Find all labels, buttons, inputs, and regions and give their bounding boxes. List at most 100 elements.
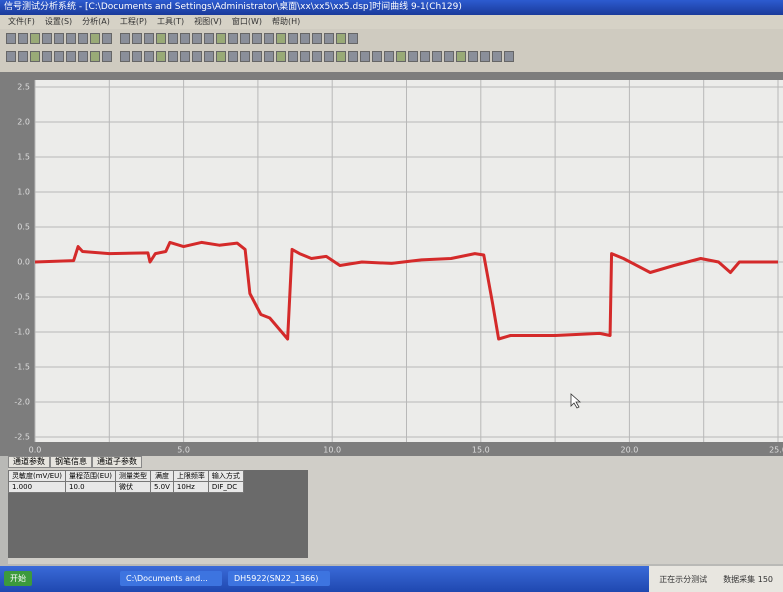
tool-icon[interactable] — [132, 51, 142, 62]
cell: 5.0V — [151, 482, 174, 493]
tab[interactable]: 钢笔信息 — [50, 456, 92, 468]
tool-icon[interactable] — [324, 33, 334, 44]
menu-item[interactable]: 分析(A) — [82, 15, 110, 29]
tool-icon[interactable] — [180, 51, 190, 62]
tool-icon[interactable] — [102, 51, 112, 62]
tool-icon[interactable] — [444, 51, 454, 62]
tool-icon[interactable] — [480, 51, 490, 62]
tool-icon[interactable] — [90, 51, 100, 62]
table-header: 灵敏度(mV/EU)量程范围(EU)测量类型满度上限频率输入方式 — [9, 471, 244, 482]
tool-icon[interactable] — [192, 33, 202, 44]
tool-icon[interactable] — [264, 51, 274, 62]
tool-icon[interactable] — [300, 51, 310, 62]
tool-icon[interactable] — [348, 51, 358, 62]
tool-icon[interactable] — [228, 51, 238, 62]
y-tick-label: 0.5 — [17, 223, 30, 232]
tool-icon[interactable] — [78, 51, 88, 62]
tool-icon[interactable] — [276, 33, 286, 44]
tool-icon[interactable] — [18, 33, 28, 44]
tool-icon[interactable] — [156, 33, 166, 44]
tool-icon[interactable] — [336, 51, 346, 62]
tool-icon[interactable] — [408, 51, 418, 62]
tool-icon[interactable] — [18, 51, 28, 62]
tool-icon[interactable] — [144, 33, 154, 44]
tool-icon[interactable] — [6, 33, 16, 44]
menu-item[interactable]: 视图(V) — [194, 15, 222, 29]
tool-icon[interactable] — [432, 51, 442, 62]
tool-icon[interactable] — [192, 51, 202, 62]
menu-item[interactable]: 设置(S) — [45, 15, 72, 29]
x-tick-label: 0.0 — [29, 446, 42, 455]
tool-icon[interactable] — [372, 51, 382, 62]
screen: 信号测试分析系统 - [C:\Documents and Settings\Ad… — [0, 0, 783, 592]
tool-icon[interactable] — [156, 51, 166, 62]
tool-icon[interactable] — [276, 51, 286, 62]
tool-icon[interactable] — [90, 33, 100, 44]
task-button[interactable]: C:\Documents and... — [120, 571, 222, 586]
tool-icon[interactable] — [216, 51, 226, 62]
tool-icon[interactable] — [216, 33, 226, 44]
tool-icon[interactable] — [180, 33, 190, 44]
menu-item[interactable]: 工程(P) — [120, 15, 147, 29]
y-tick-label: 2.0 — [17, 118, 30, 127]
menu-item[interactable]: 帮助(H) — [272, 15, 300, 29]
tool-icon[interactable] — [252, 51, 262, 62]
tool-icon[interactable] — [78, 33, 88, 44]
tool-icon[interactable] — [132, 33, 142, 44]
menu-item[interactable]: 文件(F) — [8, 15, 35, 29]
tool-icon[interactable] — [384, 51, 394, 62]
toolbar — [0, 29, 783, 72]
tool-icon[interactable] — [120, 33, 130, 44]
tool-icon[interactable] — [168, 33, 178, 44]
tool-icon[interactable] — [324, 51, 334, 62]
status-area: 正在示分测试数据采集 150 — [649, 566, 783, 592]
tool-icon[interactable] — [492, 51, 502, 62]
tool-icon[interactable] — [120, 51, 130, 62]
tool-icon[interactable] — [312, 51, 322, 62]
start-button[interactable]: 开始 — [4, 571, 32, 586]
tool-icon[interactable] — [102, 33, 112, 44]
tool-icon[interactable] — [336, 33, 346, 44]
cell: 10Hz — [173, 482, 208, 493]
tool-icon[interactable] — [348, 33, 358, 44]
tool-icon[interactable] — [288, 33, 298, 44]
tool-icon[interactable] — [144, 51, 154, 62]
tool-icon[interactable] — [6, 51, 16, 62]
tool-icon[interactable] — [204, 33, 214, 44]
tool-icon[interactable] — [54, 51, 64, 62]
tool-icon[interactable] — [300, 33, 310, 44]
x-tick-label: 25.0 — [769, 446, 783, 455]
tool-icon[interactable] — [66, 33, 76, 44]
tool-icon[interactable] — [42, 51, 52, 62]
tool-icon[interactable] — [288, 51, 298, 62]
y-tick-label: -0.5 — [14, 293, 30, 302]
task-button[interactable]: DH5922(SN22_1366) — [228, 571, 330, 586]
tool-icon[interactable] — [204, 51, 214, 62]
tool-icon[interactable] — [420, 51, 430, 62]
tool-icon[interactable] — [30, 33, 40, 44]
tab[interactable]: 通道子参数 — [92, 456, 142, 468]
tool-icon[interactable] — [228, 33, 238, 44]
tool-icon[interactable] — [30, 51, 40, 62]
y-tick-label: -1.5 — [14, 363, 30, 372]
tool-icon[interactable] — [42, 33, 52, 44]
tool-icon[interactable] — [312, 33, 322, 44]
tool-icon[interactable] — [396, 51, 406, 62]
tool-icon[interactable] — [54, 33, 64, 44]
tool-icon[interactable] — [264, 33, 274, 44]
tool-icon[interactable] — [240, 33, 250, 44]
tool-icon[interactable] — [240, 51, 250, 62]
tool-icon[interactable] — [252, 33, 262, 44]
tool-icon[interactable] — [168, 51, 178, 62]
tab[interactable]: 通道参数 — [8, 456, 50, 468]
tool-icon[interactable] — [66, 51, 76, 62]
tool-icon[interactable] — [456, 51, 466, 62]
cell: 微伏 — [116, 482, 151, 493]
header-cell: 测量类型 — [116, 471, 151, 482]
tool-icon[interactable] — [504, 51, 514, 62]
header-cell: 灵敏度(mV/EU) — [9, 471, 66, 482]
menu-item[interactable]: 窗口(W) — [232, 15, 262, 29]
tool-icon[interactable] — [468, 51, 478, 62]
menu-item[interactable]: 工具(T) — [157, 15, 184, 29]
tool-icon[interactable] — [360, 51, 370, 62]
